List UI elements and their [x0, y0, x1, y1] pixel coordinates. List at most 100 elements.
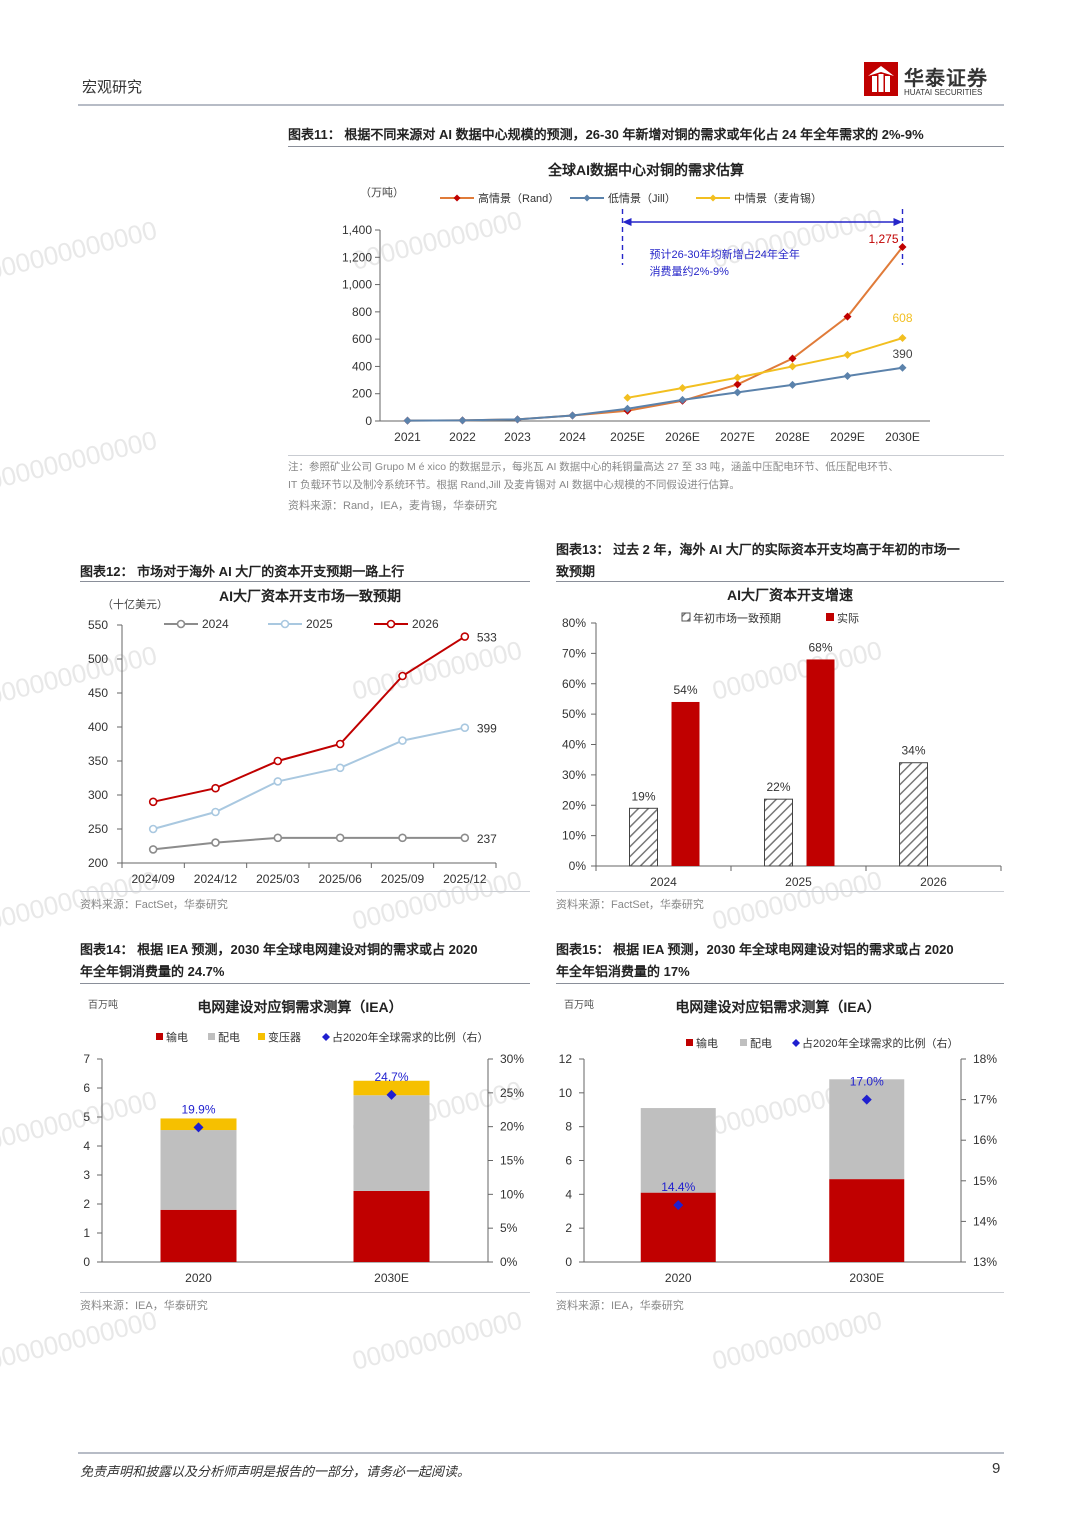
fig11-bottom-rule: [288, 455, 1004, 456]
data-point: [458, 416, 467, 425]
y-tick-label: 2: [83, 1197, 90, 1211]
fig13-caption-line1: 图表13： 过去 2 年，海外 AI 大厂的实际资本开支均高于年初的市场一: [556, 542, 960, 557]
bar-forecast: [764, 798, 793, 867]
ratio-marker: [386, 1089, 397, 1100]
series-line: [627, 337, 903, 399]
fig11-note-line2: IT 负载环节以及制冷系统环节。根据 Rand,Jill 及麦肯锡对 AI 数据…: [288, 479, 740, 491]
legend-marker: [709, 194, 717, 202]
legend-label: 2025: [306, 617, 333, 631]
x-tick-label: 2025/03: [256, 872, 300, 886]
y-tick-label: 60%: [562, 677, 586, 691]
legend-swatch: [686, 1039, 693, 1046]
x-tick-label: 2024: [559, 430, 586, 444]
x-tick-label: 2020: [185, 1271, 212, 1285]
y-tick-label: 20%: [562, 798, 586, 812]
data-point: [678, 395, 687, 404]
y-tick-label: 0: [83, 1255, 90, 1269]
annotation-line2: 消费量约2%-9%: [650, 264, 730, 278]
legend-label: 配电: [218, 1031, 240, 1044]
chart-title: 电网建设对应铜需求测算（IEA）: [197, 999, 402, 1015]
y2-tick-label: 14%: [973, 1214, 997, 1228]
fig14-bottom-rule: [80, 1292, 530, 1293]
watermark-text: 000000000000: [0, 1305, 160, 1376]
fig14-caption-line1: 图表14： 根据 IEA 预测，2030 年全球电网建设对铜的需求或占 2020: [80, 942, 478, 957]
data-point: [211, 838, 220, 847]
data-label: 533: [477, 631, 497, 645]
fig15-chart: 百万吨 电网建设对应铝需求测算（IEA） 输电 配电 占2020年全球需求的比例（右） 0…: [559, 998, 998, 1285]
data-point: [898, 243, 907, 252]
fig11-source: 资料来源：Rand，IEA，麦肯锡，华泰研究: [288, 500, 498, 512]
legend-swatch: [258, 1033, 265, 1040]
y-tick-label: 1,000: [342, 278, 372, 292]
y-tick-label: 6: [565, 1154, 572, 1168]
bar-segment: [160, 1130, 237, 1210]
legend-marker: [322, 1033, 330, 1041]
data-point: [398, 833, 407, 843]
brand-logo: 华泰证券 HUATAI SECURITIES: [864, 62, 1004, 98]
y-tick-label: 0: [365, 414, 372, 428]
ratio-marker: [861, 1094, 872, 1105]
footer-divider: [78, 1452, 1004, 1454]
fig12-caption: 图表12： 市场对于海外 AI 大厂的资本开支预期一路上行: [80, 564, 405, 579]
fig15-rule: [556, 983, 1004, 984]
data-point: [398, 671, 407, 681]
data-label: 399: [477, 722, 497, 736]
brand-name-en: HUATAI SECURITIES: [904, 88, 983, 97]
brand-mark-icon: [864, 62, 898, 96]
bar-actual: [671, 701, 700, 866]
y-tick-label: 500: [88, 652, 108, 666]
data-point: [843, 312, 852, 321]
data-point: [788, 380, 797, 389]
data-point: [568, 411, 577, 420]
data-label: 237: [477, 832, 497, 846]
bar-segment: [829, 1079, 905, 1180]
legend-swatch: [740, 1039, 747, 1046]
fig13-source: 资料来源：FactSet，华泰研究: [556, 899, 704, 911]
legend-label: 年初市场一致预期: [693, 611, 781, 625]
legend-marker: [386, 619, 396, 629]
bar-segment: [640, 1108, 716, 1193]
data-point: [460, 833, 470, 843]
data-point: [398, 736, 407, 745]
fig11-note-line1: 注：参照矿业公司 Grupo M é xico 的数据显示，每兆瓦 AI 数据中…: [288, 461, 899, 473]
fig15-bottom-rule: [556, 1292, 1004, 1293]
brand-name-cn: 华泰证券: [904, 68, 988, 90]
y2-tick-label: 15%: [973, 1174, 997, 1188]
fig15-source: 资料来源：IEA，华泰研究: [556, 1300, 684, 1312]
data-point: [513, 415, 522, 424]
y-tick-label: 200: [88, 856, 108, 870]
y-tick-label: 30%: [562, 768, 586, 782]
y-tick-label: 350: [88, 754, 108, 768]
y2-tick-label: 13%: [973, 1255, 997, 1269]
legend-swatch: [156, 1033, 163, 1040]
data-point: [335, 763, 345, 773]
legend-label: 实际: [837, 611, 859, 625]
fig15-caption-line1: 图表15： 根据 IEA 预测，2030 年全球电网建设对铝的需求或占 2020: [556, 942, 954, 957]
data-point: [733, 373, 742, 382]
data-point: [273, 833, 283, 843]
bar-forecast: [629, 807, 658, 867]
fig11-chart: 全球AI数据中心对铜的需求估算 （万吨） 0 200 400 600 800 1,000 1,2…: [342, 162, 930, 444]
fig13-rule: [556, 581, 1004, 582]
ratio-label: 19.9%: [181, 1102, 215, 1116]
y-tick-label: 80%: [562, 616, 586, 630]
data-label-low: 390: [892, 347, 912, 361]
data-point: [335, 739, 345, 749]
data-point: [460, 632, 470, 641]
fig15-caption-line2: 年全年铝消费量的 17%: [556, 964, 690, 979]
x-tick-label: 2024: [650, 875, 677, 889]
x-tick-label: 2025E: [610, 430, 645, 444]
y-tick-label: 3: [83, 1168, 90, 1182]
legend-label: 低情景（Jill）: [608, 192, 676, 205]
header-divider: [78, 104, 1004, 106]
y2-tick-label: 10%: [500, 1187, 524, 1201]
y-tick-label: 70%: [562, 646, 586, 660]
legend-label: 高情景（Rand）: [478, 191, 559, 205]
y-tick-label: 50%: [562, 707, 586, 721]
data-point: [788, 362, 797, 371]
legend-label: 中情景（麦肯锡）: [734, 191, 822, 205]
annotation-arrowhead-right: [893, 218, 903, 226]
y-tick-label: 1,200: [342, 250, 372, 264]
y-axis-unit: 百万吨: [88, 998, 118, 1011]
y-tick-label: 600: [352, 332, 372, 346]
